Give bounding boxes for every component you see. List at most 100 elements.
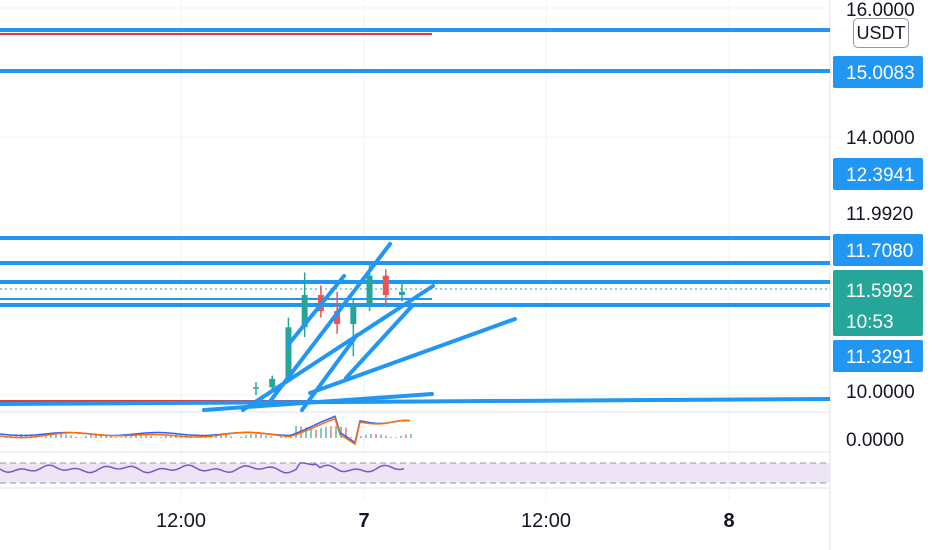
price-tags[interactable]: 15.0083 12.3941 11.7080 11.5992 10:53 11…: [833, 56, 923, 372]
time-axis-label: 7: [358, 510, 369, 532]
macd-histogram-bar: [350, 436, 352, 438]
candle-body: [366, 275, 373, 305]
price-tag-bg: [833, 56, 923, 88]
macd-histogram-bar: [345, 427, 347, 438]
trendline-drawings[interactable]: [202, 242, 517, 412]
trend-line: [344, 304, 414, 380]
trend-line: [266, 242, 392, 406]
time-axis[interactable]: 12:00 7 12:00 8: [156, 510, 735, 532]
macd-histogram-bar: [270, 436, 272, 438]
macd-histogram-bar: [410, 434, 412, 438]
macd-histogram-bar: [375, 434, 377, 438]
macd-histogram-bar: [240, 436, 242, 438]
macd-histogram-bar: [110, 435, 112, 438]
price-tag-text: 12.3941: [846, 165, 915, 186]
macd-histogram-bar: [220, 434, 222, 438]
candle-body: [334, 311, 341, 325]
macd-histogram-bar: [305, 427, 307, 438]
macd-histogram-bar: [380, 434, 382, 438]
price-tag-text: 11.3291: [846, 347, 913, 368]
price-axis-label: 16.0000: [846, 0, 915, 21]
bar-countdown-text: 10:53: [846, 312, 894, 333]
macd-pane[interactable]: [0, 415, 412, 446]
macd-histogram-bar: [315, 429, 317, 438]
macd-histogram-bar: [260, 434, 262, 438]
macd-histogram-bar: [405, 434, 407, 438]
macd-histogram-bar: [245, 435, 247, 438]
price-axis-label: 11.9920: [846, 204, 913, 225]
price-tag-bg: [833, 158, 923, 190]
macd-histogram-bar: [85, 436, 87, 438]
macd-histogram-bar: [160, 437, 162, 438]
macd-histogram-bar: [100, 434, 102, 438]
time-axis-label: 8: [723, 510, 734, 532]
candle-body: [382, 275, 389, 296]
macd-histogram-bar: [155, 437, 157, 438]
macd-histogram-bar: [15, 434, 17, 438]
macd-histogram-bar: [310, 428, 312, 438]
macd-histogram-bar: [130, 434, 132, 438]
macd-histogram-bar: [365, 434, 367, 438]
macd-histogram-bar: [325, 426, 327, 438]
macd-histogram-bar: [360, 435, 362, 438]
price-axis[interactable]: 16.0000 14.0000 11.9920 10.0000 0.0000: [846, 0, 915, 451]
macd-histogram-bar: [70, 435, 72, 438]
macd-histogram-bar: [60, 434, 62, 438]
macd-histogram-bar: [265, 435, 267, 438]
macd-histogram-bar: [250, 434, 252, 438]
macd-histogram-bar: [75, 436, 77, 438]
macd-histogram-bar: [55, 434, 57, 438]
rsi-pane[interactable]: [0, 462, 405, 474]
macd-histogram-bar: [335, 426, 337, 438]
macd-signal-line: [0, 417, 411, 446]
macd-histogram-bar: [395, 437, 397, 438]
time-axis-label: 12:00: [521, 510, 571, 532]
price-tag-bg: [833, 340, 923, 372]
macd-histogram-bar: [320, 428, 322, 438]
price-axis-label: 10.0000: [846, 382, 915, 403]
candle-body: [350, 304, 357, 325]
time-axis-label: 12:00: [156, 510, 206, 532]
macd-histogram-bar: [145, 434, 147, 438]
macd-histogram-bar: [400, 435, 402, 438]
macd-histogram-bar: [140, 434, 142, 438]
price-axis-label: 14.0000: [846, 128, 915, 149]
horizontal-line: [0, 397, 831, 406]
macd-line: [0, 415, 411, 444]
macd-histogram-bar: [115, 437, 117, 438]
currency-badge[interactable]: USDT: [853, 18, 909, 48]
macd-histogram-bar: [150, 435, 152, 438]
macd-histogram-bar: [225, 434, 227, 438]
price-tag-text: 11.7080: [846, 241, 913, 262]
candle-body: [253, 387, 259, 389]
macd-histogram-bar: [255, 434, 257, 438]
macd-histogram-bar: [390, 437, 392, 438]
macd-histogram-bar: [95, 434, 97, 438]
rsi-line: [0, 462, 405, 474]
price-axis-label: 0.0000: [846, 430, 904, 451]
macd-histogram-bar: [280, 436, 282, 438]
trend-line: [286, 274, 346, 347]
trend-line: [202, 392, 434, 412]
macd-histogram-bar: [230, 436, 232, 438]
rsi-band: [0, 463, 830, 483]
macd-histogram-bar: [50, 434, 52, 438]
macd-histogram-bar: [65, 434, 67, 438]
macd-histogram-bar: [45, 436, 47, 438]
macd-histogram-bar: [330, 426, 332, 438]
macd-histogram-bar: [120, 437, 122, 438]
macd-histogram-bar: [370, 434, 372, 438]
trend-line: [300, 333, 359, 412]
macd-histogram-bar: [105, 434, 107, 438]
macd-histogram-bar: [295, 426, 297, 438]
grid: [0, 0, 830, 500]
price-tag-text: 15.0083: [846, 63, 915, 84]
horizontal-drawings[interactable]: [0, 28, 831, 406]
candle-body: [269, 378, 276, 388]
price-tag-bg: [833, 234, 923, 266]
macd-histogram-bar: [90, 434, 92, 438]
trend-line: [308, 317, 517, 395]
macd-histogram-bar: [340, 426, 342, 438]
macd-histogram-bar: [165, 435, 167, 438]
